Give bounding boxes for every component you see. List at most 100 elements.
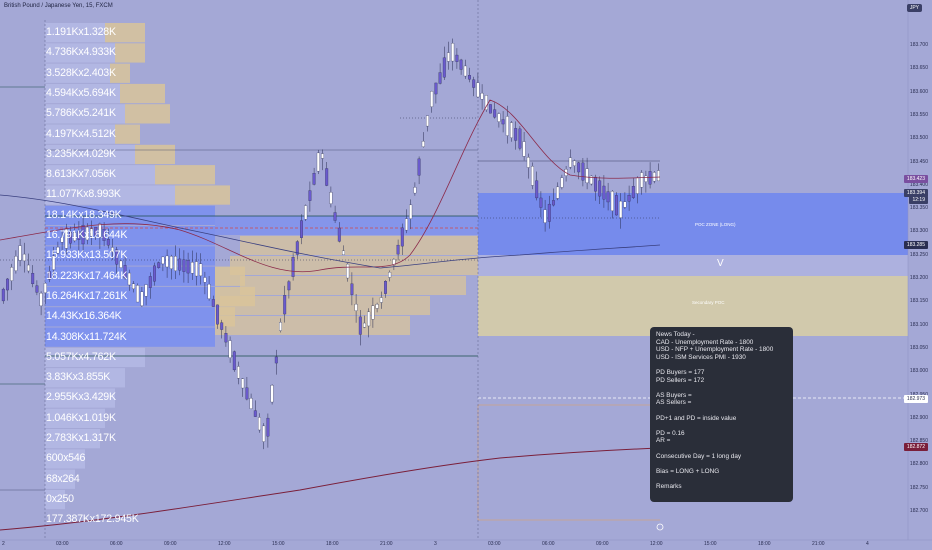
volume-profile-bars xyxy=(45,23,478,510)
candle-body xyxy=(270,385,274,403)
time-tick-label: 09:00 xyxy=(164,541,177,547)
candle-body xyxy=(493,109,497,118)
candle-body xyxy=(400,227,404,247)
volume-profile-bar xyxy=(45,43,115,63)
candle-body xyxy=(375,304,379,309)
price-tick-label: 183.550 xyxy=(909,111,928,118)
volume-profile-bar xyxy=(45,104,125,124)
candle-body xyxy=(186,260,190,274)
currency-badge[interactable]: JPY xyxy=(906,4,922,12)
news-line: News Today - xyxy=(656,331,695,338)
news-line: Consecutive Day = 1 long day xyxy=(656,452,742,460)
candle-body xyxy=(581,162,585,181)
candle-body xyxy=(253,410,257,417)
candle-body xyxy=(6,278,9,291)
candle-body xyxy=(1,288,5,302)
candle-body xyxy=(472,79,476,88)
poc-price-box: 183.285 xyxy=(903,241,928,249)
price-tick-label: 183.100 xyxy=(909,321,928,328)
news-line xyxy=(656,384,787,392)
candle-body xyxy=(52,255,56,270)
candle-body xyxy=(556,186,560,199)
volume-profile-label: 5.057Kx4.762K xyxy=(46,350,116,363)
news-line: PD+1 and PD = inside value xyxy=(656,414,737,422)
candle-body xyxy=(90,228,93,237)
candle-body xyxy=(111,247,114,252)
time-tick-label: 12:00 xyxy=(650,541,663,547)
candle-body xyxy=(27,264,30,272)
low-price-box: 182.872 xyxy=(903,443,928,451)
session-profile-bar xyxy=(240,236,478,255)
candle-body xyxy=(337,227,341,242)
price-tick-label: 182.800 xyxy=(909,461,928,468)
candle-body xyxy=(60,237,64,243)
news-line xyxy=(656,361,787,369)
candle-body xyxy=(371,305,375,320)
volume-profile-label: 18.223Kx17.464K xyxy=(46,269,128,282)
volume-profile-label: 11.077Kx8.993K xyxy=(46,188,121,201)
time-tick-label: 12:00 xyxy=(218,541,231,547)
volume-profile-label: 3.528Kx2.403K xyxy=(46,66,116,79)
price-tick-label: 183.500 xyxy=(909,135,928,142)
candle-body xyxy=(568,157,572,168)
volume-profile-bar xyxy=(45,205,215,225)
candle-body xyxy=(98,223,102,238)
time-tick-label: 21:00 xyxy=(812,541,825,547)
time-tick-label: 06:00 xyxy=(110,541,123,547)
news-line: AS Sellers = xyxy=(656,399,692,407)
poc-zone xyxy=(478,193,908,255)
time-tick-label: 09:00 xyxy=(596,541,609,547)
candle-body xyxy=(224,333,228,343)
price-tick-label: 183.250 xyxy=(909,251,928,258)
time-tick-label: 06:00 xyxy=(542,541,555,547)
down-arrow-label: V xyxy=(717,258,724,269)
candle-body xyxy=(388,271,392,278)
candle-body xyxy=(321,153,324,159)
price-tick-label: 183.150 xyxy=(909,298,928,305)
volume-profile-bar xyxy=(45,489,65,510)
candle-body xyxy=(174,256,177,271)
price-tick-label: 182.900 xyxy=(909,414,928,421)
volume-profile-label: 2.783Kx1.317K xyxy=(46,432,116,444)
candle-body xyxy=(510,122,513,138)
candle-body xyxy=(594,176,597,192)
volume-profile-label: 3.235Kx4.029K xyxy=(46,147,116,160)
volume-profile-label: 1.191Kx1.328K xyxy=(46,26,116,38)
candle-body xyxy=(610,191,614,211)
settings-gear-icon[interactable] xyxy=(656,523,664,531)
volume-profile-bar xyxy=(45,368,125,388)
volume-profile-bar xyxy=(45,449,85,469)
volume-profile-bar xyxy=(45,63,110,83)
candle-body xyxy=(249,398,253,409)
price-tick-label: 182.850 xyxy=(909,438,928,445)
volume-profile-bar xyxy=(45,286,215,307)
candle-body xyxy=(379,297,383,303)
candle-body xyxy=(199,263,203,277)
volume-profile-bar xyxy=(45,347,145,368)
candle-body xyxy=(22,253,26,262)
volume-profile-label: 16.791Kx18.644K xyxy=(46,229,128,241)
candle-body xyxy=(304,205,308,220)
candle-body xyxy=(69,232,72,244)
candle-body xyxy=(657,170,660,182)
candle-body xyxy=(190,262,194,274)
candle-body xyxy=(560,177,564,188)
candle-body xyxy=(316,152,320,172)
candle-body xyxy=(148,276,152,288)
volume-profile-bar xyxy=(45,408,105,428)
candle-body xyxy=(363,322,366,328)
news-line: CAD - Unemployment Rate - 1800 xyxy=(656,338,754,346)
candle-body xyxy=(543,209,547,223)
volume-profile-bar xyxy=(45,469,75,489)
candle-body xyxy=(295,241,299,255)
vwap-line xyxy=(0,447,661,531)
moving-average-slow xyxy=(0,194,661,269)
candle-body xyxy=(165,255,169,268)
time-tick-label: 2 xyxy=(2,541,5,547)
candle-body xyxy=(367,311,371,327)
candle-body xyxy=(577,162,581,173)
news-line xyxy=(656,475,787,483)
price-tick-label: 183.600 xyxy=(909,88,928,95)
candle-body xyxy=(300,220,303,238)
